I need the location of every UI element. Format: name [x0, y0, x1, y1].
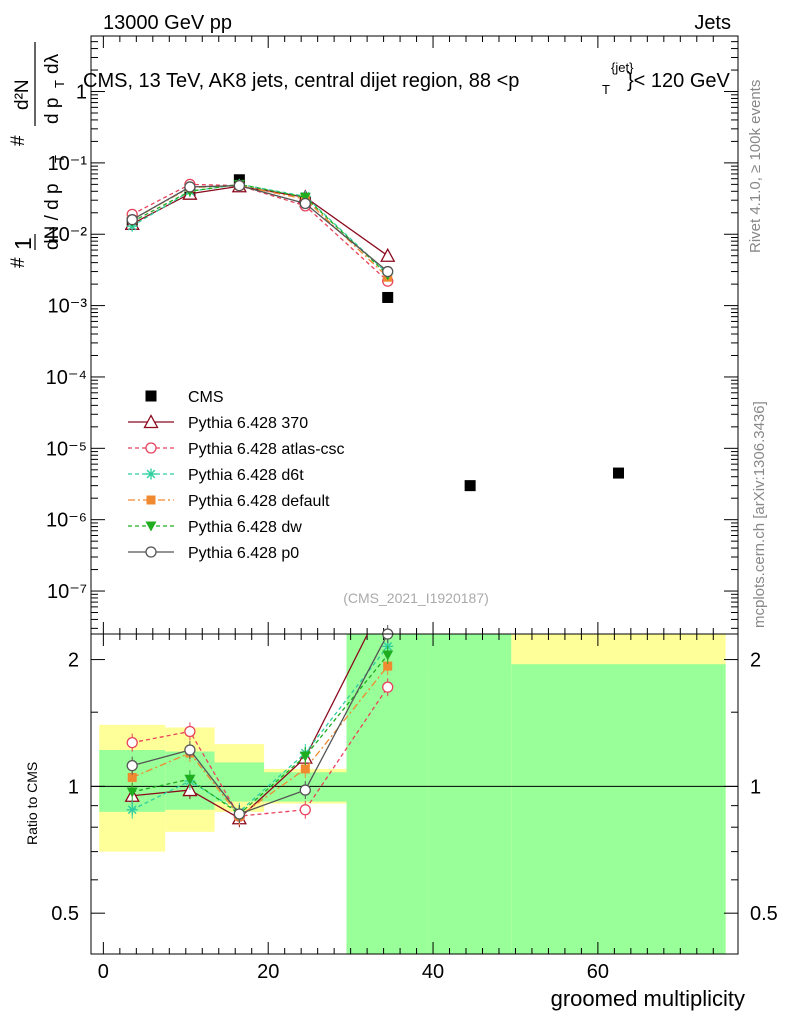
main-series-marker: [299, 197, 311, 210]
main-series-marker: [382, 265, 394, 278]
ratio-series-marker: [383, 661, 393, 671]
main-ylabel: # 1 dN / d p T # d²N d p T dλ: [8, 42, 67, 268]
ratio-y-tick-label-right: 0.5: [750, 903, 778, 925]
legend-marker-stroke: [146, 469, 156, 479]
ratio-series-marker: [300, 764, 310, 774]
ratio-y-tick-label: 1: [68, 776, 79, 798]
legend-label: Pythia 6.428 370: [188, 415, 308, 432]
legend-marker: [145, 442, 157, 454]
x-tick-label: 40: [422, 961, 444, 983]
main-y-tick-label: 10⁻³: [48, 296, 88, 318]
ylabel-hash-1: #: [8, 257, 29, 268]
legend-marker: [146, 495, 156, 505]
ratio-y-tick-label-right: 2: [750, 650, 761, 672]
ratio-series-marker: [127, 772, 137, 782]
title-subscript: T: [602, 82, 610, 97]
ratio-y-tick-label: 0.5: [51, 903, 79, 925]
ratio-series-marker: [299, 751, 311, 762]
main-y-tick-label: 10⁻⁷: [47, 581, 87, 603]
ratio-series-marker: [382, 650, 394, 661]
legend-marker: [143, 414, 159, 429]
ratio-series-line: [131, 665, 389, 817]
ratio-series-marker: [126, 787, 138, 798]
main-y-tick-label: 10⁻⁴: [46, 367, 87, 389]
legend-marker: [145, 468, 157, 480]
ratio-series-marker: [382, 681, 394, 693]
x-tick-label: 60: [587, 961, 609, 983]
legend-label: Pythia 6.428 dw: [188, 519, 302, 536]
ratio-frame: [90, 633, 739, 955]
axes: 0 20 40 60 10⁻⁷ 10⁻⁶ 10⁻⁵ 10⁻⁴ 10⁻³ 10⁻² 10⁻¹ 1 0.5 0…: [46, 35, 778, 983]
main-y-tick-label: 10⁻¹: [48, 153, 88, 175]
plot-frames: [90, 35, 739, 955]
cms-data-point: [612, 467, 624, 479]
ylabel-dlambda: dλ: [42, 53, 63, 74]
main-series-line: [131, 184, 389, 278]
stat-uncertainty-band: [214, 762, 265, 802]
ratio-y-tick-label-right: 1: [750, 776, 761, 798]
legend-marker: [145, 546, 157, 558]
ratio-series-marker: [126, 736, 138, 749]
ratio-ylabel: Ratio to CMS: [24, 762, 40, 845]
ylabel-t1: T: [52, 155, 67, 163]
plot-title: CMS, 13 TeV, AK8 jets, central dijet reg…: [83, 70, 519, 92]
legend-label: Pythia 6.428 atlas-csc: [188, 441, 345, 458]
ratio-y-tick-label: 2: [68, 650, 79, 672]
ratio-series-marker-stroke: [127, 805, 137, 815]
main-series-line: [131, 183, 389, 275]
x-tick-label: 0: [98, 961, 109, 983]
legend: CMS Pythia 6.428 370 Pythia 6.428 atlas-cs…: [128, 389, 345, 562]
legend-label: Pythia 6.428 default: [188, 493, 330, 510]
ylabel-d2n: d²N: [12, 79, 33, 110]
ylabel-hash-2: #: [8, 135, 29, 146]
series-layer: [124, 174, 624, 828]
mcplots-label: mcplots.cern.ch [arXiv:1306.3436]: [751, 401, 768, 628]
main-y-tick-label: 10⁻⁵: [46, 438, 87, 460]
main-series-marker: [233, 179, 246, 192]
main-series-marker: [380, 247, 396, 262]
main-series-line: [131, 185, 389, 257]
main-y-tick-label: 10⁻⁶: [46, 510, 87, 532]
stat-uncertainty-band: [428, 634, 512, 954]
main-series-marker: [299, 192, 311, 203]
cms-data-point: [464, 480, 476, 492]
legend-marker: [145, 390, 157, 402]
energy-label: 13000 GeV pp: [103, 12, 232, 34]
main-series-marker: [184, 181, 196, 193]
ratio-series-marker: [126, 804, 138, 816]
x-axis-label: groomed multiplicity: [551, 986, 745, 1011]
main-y-tick-label: 1: [76, 82, 87, 104]
main-y-tick-label: 10⁻²: [48, 224, 88, 246]
ratio-series-marker: [233, 808, 246, 820]
ylabel-dpt: d p: [42, 98, 63, 124]
main-series-marker: [126, 214, 138, 226]
ratio-series-marker: [184, 774, 196, 785]
ratio-series-marker: [126, 759, 138, 772]
ratio-series-marker: [184, 725, 196, 738]
x-tick-label: 20: [257, 961, 279, 983]
ylabel-dn: dN / d p: [42, 183, 63, 250]
ratio-series-marker: [299, 784, 311, 796]
legend-marker: [145, 521, 157, 532]
ylabel-one: 1: [10, 237, 36, 250]
main-series-line: [131, 183, 389, 282]
title-superscript: {jet}: [611, 60, 634, 75]
cms-data-point: [382, 291, 394, 303]
stat-uncertainty-band: [511, 664, 726, 954]
ratio-series-marker: [299, 804, 311, 816]
ratio-series-marker: [184, 744, 196, 756]
rivet-label: Rivet 4.1.0, ≥ 100k events: [747, 80, 764, 253]
legend-label: Pythia 6.428 d6t: [188, 467, 304, 484]
legend-label: CMS: [188, 389, 224, 406]
analysis-watermark: (CMS_2021_I1920187): [343, 590, 489, 606]
legend-label: Pythia 6.428 p0: [188, 545, 299, 562]
title-end: }< 120 GeV: [627, 70, 731, 92]
category-label: Jets: [694, 12, 731, 34]
ylabel-t2: T: [52, 80, 67, 88]
